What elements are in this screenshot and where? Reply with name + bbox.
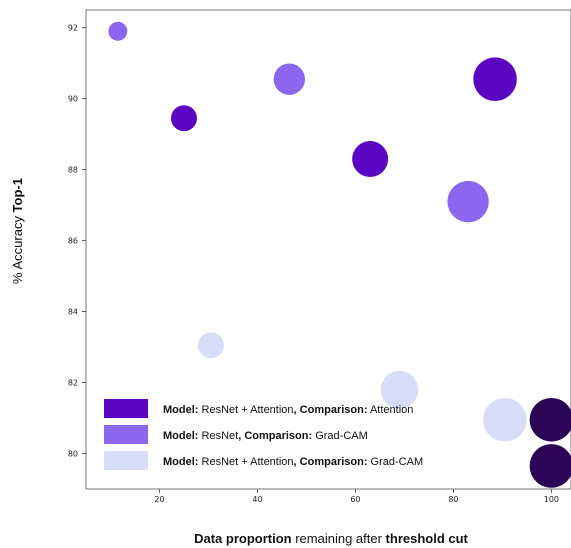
bubble-series-3 <box>483 398 527 442</box>
x-tick-label: 80 <box>448 495 458 504</box>
bubble-series-1 <box>170 105 197 132</box>
y-tick-label: 86 <box>68 237 78 246</box>
legend-swatch <box>104 451 148 470</box>
bubble-series-2 <box>447 180 489 223</box>
y-axis: 80 82 84 86 88 90 92 <box>68 24 86 459</box>
y-tick-label: 80 <box>68 450 78 459</box>
bubble-series-1 <box>473 57 517 101</box>
y-tick-label: 84 <box>68 308 78 317</box>
bubble-series-2 <box>273 63 306 95</box>
legend-entry: Model: ResNet + Attention, Comparison: A… <box>163 404 413 416</box>
x-tick-label: 40 <box>252 495 262 504</box>
x-tick-label: 100 <box>544 495 559 504</box>
bubble-series-2 <box>108 21 128 41</box>
x-axis-title: Data proportion remaining after threshol… <box>194 531 468 546</box>
legend-entry: Model: ResNet + Attention, Comparison: G… <box>163 456 423 468</box>
bubble-series-3 <box>197 332 224 359</box>
legend-swatch <box>104 399 148 418</box>
plot-area <box>85 9 571 490</box>
legend-entry: Model: ResNet, Comparison: Grad-CAM <box>163 430 368 442</box>
x-tick-label: 20 <box>154 495 164 504</box>
bubble-series-3 <box>380 370 419 409</box>
bubble-series-1 <box>352 141 389 177</box>
bubble-series-4 <box>529 398 571 442</box>
y-tick-label: 92 <box>68 24 78 33</box>
legend: Model: ResNet + Attention, Comparison: A… <box>104 399 423 470</box>
x-tick-label: 60 <box>350 495 360 504</box>
legend-swatch <box>104 425 148 444</box>
x-axis: 20 40 60 80 100 <box>154 489 559 504</box>
y-tick-label: 90 <box>68 95 78 104</box>
bubbles <box>108 21 571 488</box>
bubble-series-4 <box>529 444 571 488</box>
y-tick-label: 82 <box>68 379 78 388</box>
y-tick-label: 88 <box>68 166 78 175</box>
y-axis-title: % Accuracy Top-1 <box>10 178 25 284</box>
